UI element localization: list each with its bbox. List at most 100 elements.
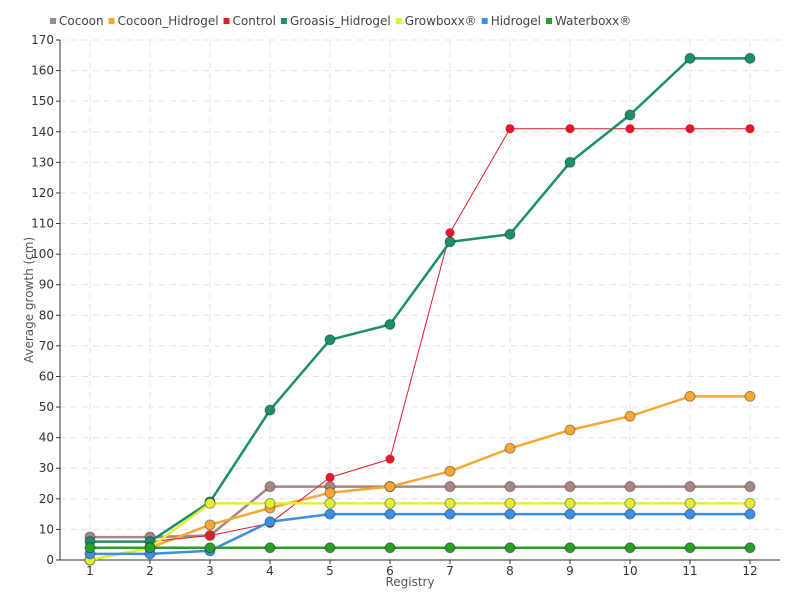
y-tick-label: 140: [31, 125, 54, 139]
data-point-hidrogel: [264, 516, 276, 528]
data-point-control: [445, 228, 455, 238]
x-tick-label: 4: [266, 564, 274, 578]
x-tick-label: 5: [326, 564, 334, 578]
series-control: [85, 124, 755, 547]
legend-item-groasis-hidrogel[interactable]: Groasis_Hidrogel: [280, 14, 391, 28]
data-point-waterboxx: [144, 542, 156, 554]
series-line-cocoon-hidrogel: [89, 395, 750, 562]
data-point-hidrogel: [324, 508, 336, 520]
series-line-growboxx: [89, 502, 750, 562]
x-tick-label: 9: [566, 564, 574, 578]
data-point-cocoon: [444, 481, 456, 493]
legend-swatch: [546, 18, 553, 24]
legend-item-waterboxx[interactable]: Waterboxx®: [546, 14, 631, 28]
data-point-hidrogel: [504, 508, 516, 520]
y-tick-label: 150: [31, 94, 54, 108]
y-tick-label: 40: [39, 431, 54, 445]
data-point-cocoon: [684, 481, 696, 493]
data-point-cocoon-hidrogel: [444, 465, 456, 477]
data-point-growboxx: [204, 497, 216, 509]
legend: Cocoon Cocoon_Hidrogel Control Groasis_Hidr…: [50, 14, 631, 28]
data-point-hidrogel: [384, 508, 396, 520]
data-point-growboxx: [564, 497, 576, 509]
data-point-growboxx: [384, 497, 396, 509]
data-point-waterboxx: [504, 542, 516, 554]
series-groasis-hidrogel: [84, 52, 756, 548]
data-point-cocoon-hidrogel: [684, 390, 696, 402]
legend-item-hidrogel[interactable]: Hidrogel: [481, 14, 541, 28]
data-point-waterboxx: [444, 542, 456, 554]
data-point-growboxx: [444, 497, 456, 509]
data-point-control: [745, 124, 755, 134]
data-point-growboxx: [684, 497, 696, 509]
legend-label: Waterboxx®: [555, 14, 631, 28]
data-point-groasis-hidrogel: [264, 404, 276, 416]
series-line-groasis-hidrogel: [90, 57, 750, 543]
legend-label: Growboxx®: [405, 14, 477, 28]
y-tick-label: 130: [31, 155, 54, 169]
data-point-cocoon-hidrogel: [504, 442, 516, 454]
legend-item-growboxx[interactable]: Growboxx®: [395, 14, 477, 28]
data-point-groasis-hidrogel: [624, 109, 636, 121]
data-point-waterboxx: [204, 542, 216, 554]
data-point-control: [385, 454, 395, 464]
y-tick-label: 170: [31, 33, 54, 47]
data-point-waterboxx: [684, 542, 696, 554]
data-point-hidrogel: [624, 508, 636, 520]
y-tick-label: 20: [39, 492, 54, 506]
data-point-hidrogel: [744, 508, 756, 520]
data-point-groasis-hidrogel: [684, 52, 696, 64]
data-point-control: [685, 124, 695, 134]
data-point-control: [565, 124, 575, 134]
y-tick-label: 100: [31, 247, 54, 261]
data-point-groasis-hidrogel: [564, 156, 576, 168]
data-point-cocoon-hidrogel: [564, 424, 576, 436]
data-point-cocoon-hidrogel: [204, 519, 216, 531]
y-tick-label: 110: [31, 217, 54, 231]
y-tick-label: 90: [39, 278, 54, 292]
series-line-hidrogel: [90, 512, 750, 556]
series-cocoon-hidrogel: [84, 390, 756, 566]
data-point-cocoon: [504, 481, 516, 493]
y-tick-label: 80: [39, 308, 54, 322]
y-tick-label: 0: [46, 553, 54, 567]
axes: 0102030405060708090100110120130140150160…: [31, 33, 780, 578]
series-growboxx: [84, 497, 756, 566]
x-axis-title: Registry: [385, 575, 434, 589]
legend-item-cocoon-hidrogel[interactable]: Cocoon_Hidrogel: [108, 14, 219, 28]
x-tick-label: 3: [206, 564, 214, 578]
data-point-groasis-hidrogel: [384, 318, 396, 330]
legend-label: Control: [233, 14, 276, 28]
series-line-control: [90, 128, 750, 543]
data-point-hidrogel: [564, 508, 576, 520]
x-tick-label: 11: [682, 564, 697, 578]
legend-item-cocoon[interactable]: Cocoon: [50, 14, 104, 28]
data-point-cocoon-hidrogel: [324, 487, 336, 499]
legend-label: Cocoon: [59, 14, 104, 28]
data-point-control: [205, 531, 215, 541]
legend-swatch: [395, 18, 402, 24]
data-point-growboxx: [324, 497, 336, 509]
y-tick-label: 60: [39, 369, 54, 383]
y-tick-label: 160: [31, 64, 54, 78]
legend-item-control[interactable]: Control: [223, 14, 276, 28]
data-point-groasis-hidrogel: [444, 236, 456, 248]
legend-swatch: [108, 18, 115, 24]
x-tick-label: 8: [506, 564, 514, 578]
data-point-cocoon: [564, 481, 576, 493]
data-point-control: [505, 124, 515, 134]
y-tick-label: 50: [39, 400, 54, 414]
data-point-growboxx: [504, 497, 516, 509]
y-tick-label: 120: [31, 186, 54, 200]
data-point-hidrogel: [684, 508, 696, 520]
data-point-waterboxx: [564, 542, 576, 554]
legend-swatch: [280, 18, 287, 24]
data-point-cocoon: [744, 481, 756, 493]
legend-label: Groasis_Hidrogel: [290, 14, 391, 28]
data-point-cocoon-hidrogel: [624, 410, 636, 422]
legend-swatch: [223, 18, 230, 24]
data-point-waterboxx: [324, 542, 336, 554]
series-waterboxx: [84, 542, 756, 554]
y-tick-label: 30: [39, 461, 54, 475]
